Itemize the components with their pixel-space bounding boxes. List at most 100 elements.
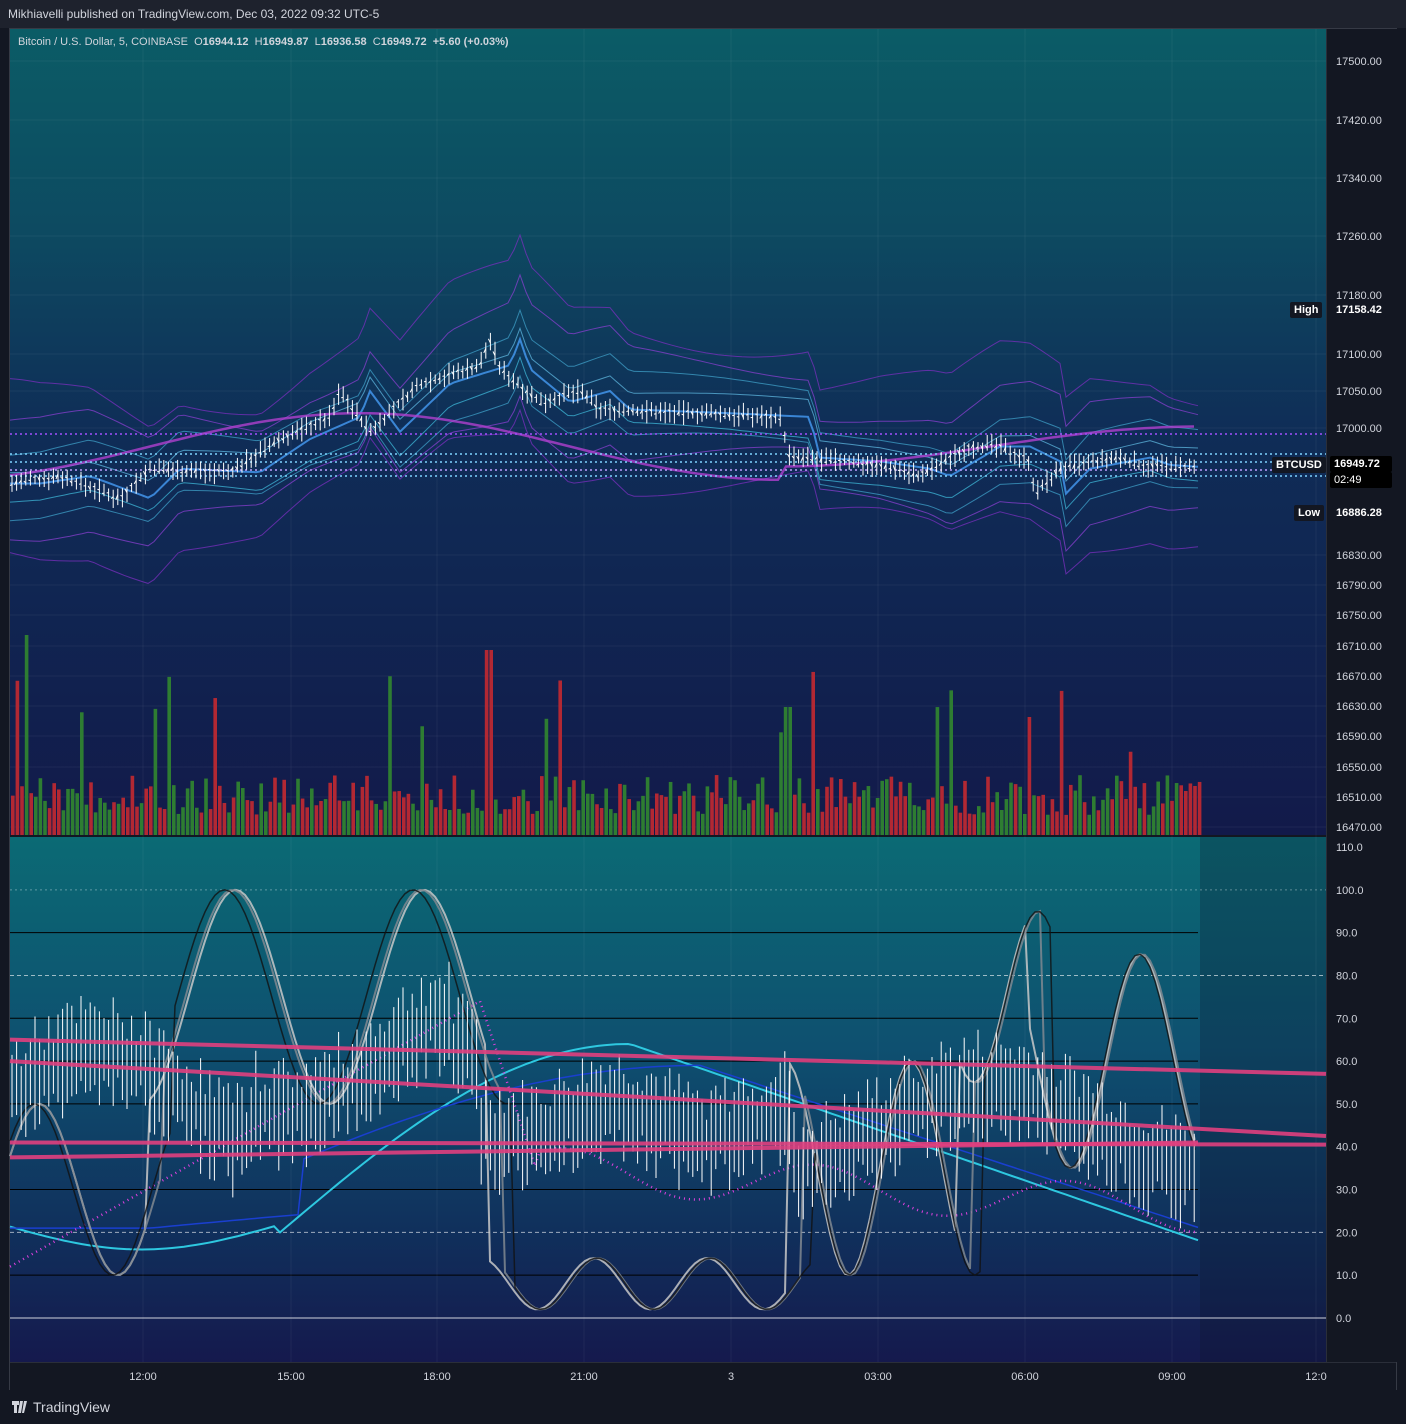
price-bar-open	[281, 437, 284, 441]
volume-bar	[264, 811, 268, 835]
osc-tick-label: 10.0	[1336, 1270, 1357, 1282]
volume-bar	[572, 780, 576, 835]
volume-bar	[618, 783, 622, 835]
price-bar-open	[552, 397, 556, 401]
price-scale[interactable]	[1326, 29, 1397, 1362]
price-bar-open	[759, 414, 763, 419]
volume-bar	[687, 783, 691, 835]
price-bar-open	[865, 460, 869, 466]
moving-average-band	[9, 374, 1199, 528]
osc-tick-label: 90.0	[1336, 928, 1357, 940]
time-scale[interactable]	[10, 1362, 1396, 1391]
price-bar-open	[23, 480, 27, 484]
volume-bar	[728, 777, 733, 835]
volume-bar	[11, 795, 15, 835]
volume-bar	[181, 807, 185, 835]
volume-bar	[1073, 790, 1078, 835]
volume-bar	[222, 802, 227, 835]
volume-bar	[664, 796, 668, 835]
price-bar-open	[515, 383, 519, 386]
volume-bar	[1101, 799, 1105, 835]
volume-bar	[1105, 788, 1110, 835]
tradingview-logo-icon	[12, 1401, 27, 1413]
volume-bar	[760, 777, 765, 835]
price-bar-open	[377, 421, 381, 425]
price-bar-open	[175, 470, 178, 472]
volume-bar	[820, 811, 825, 835]
volume-bar	[185, 788, 190, 835]
price-bar-open	[644, 410, 647, 413]
price-bar-open	[1108, 456, 1112, 461]
price-bar-open	[810, 458, 813, 462]
volume-bar	[747, 803, 751, 835]
volume-bar	[558, 680, 562, 835]
volume-bar	[383, 801, 388, 835]
price-bar-open	[497, 364, 500, 367]
volume-bar	[802, 803, 806, 835]
price-bar-open	[124, 488, 128, 494]
volume-bar	[544, 718, 549, 835]
price-bar-open	[1118, 457, 1122, 461]
volume-bar	[673, 813, 677, 835]
price-bar-open	[120, 494, 123, 497]
price-bar-open	[598, 407, 602, 410]
price-tick-label: 16670.00	[1336, 671, 1382, 683]
volume-bar	[503, 809, 507, 835]
volume-bar	[1013, 784, 1018, 835]
price-bar-open	[915, 474, 919, 478]
time-tick-label: 06:00	[1011, 1371, 1039, 1383]
price-bar-open	[626, 410, 629, 413]
volume-bar	[1004, 799, 1009, 835]
volume-bar	[282, 779, 286, 835]
price-bar-open	[704, 411, 708, 416]
volume-bar	[287, 812, 291, 835]
volume-bar	[420, 726, 424, 835]
volume-bar	[613, 813, 618, 835]
volume-bar	[668, 781, 673, 835]
price-bar-open	[170, 466, 174, 471]
price-bar-open	[842, 458, 845, 462]
volume-bar	[227, 812, 231, 835]
volume-bar	[1188, 783, 1193, 835]
last-price-label: 16949.72	[1330, 456, 1392, 472]
volume-bar	[351, 782, 355, 835]
volume-bar	[57, 789, 61, 835]
price-bar-open	[764, 413, 767, 416]
price-bar-open	[847, 459, 850, 462]
price-tick-label: 16710.00	[1336, 641, 1382, 653]
volume-bar	[369, 800, 374, 835]
osc-tick-label: 0.0	[1336, 1313, 1351, 1325]
volume-bar	[719, 797, 723, 835]
price-bar-open	[363, 426, 367, 430]
volume-bar	[567, 787, 572, 835]
price-bar-open	[382, 417, 386, 421]
time-tick-label: 15:00	[277, 1371, 305, 1383]
osc-teal-line	[9, 1042, 1199, 1251]
volume-bar	[517, 796, 521, 835]
volume-bar	[1174, 783, 1179, 835]
volume-bar	[112, 802, 116, 835]
price-bar-open	[285, 433, 289, 439]
price-bar-open	[1136, 465, 1140, 468]
price-bar-open	[690, 410, 694, 416]
price-bar-open	[607, 408, 611, 410]
volume-bar	[705, 786, 710, 835]
price-bar-open	[1095, 459, 1099, 464]
osc-stoch-k	[9, 888, 1196, 1311]
price-bar-open	[234, 466, 238, 470]
price-bar-open	[1072, 463, 1076, 470]
price-bar-open	[1063, 465, 1066, 468]
volume-bar	[93, 812, 98, 835]
price-bar-open	[405, 394, 409, 399]
price-bar-open	[294, 430, 298, 434]
volume-bar	[1124, 798, 1128, 835]
volume-bar	[273, 777, 277, 835]
price-bar-open	[198, 468, 201, 471]
price-bar-open	[966, 445, 969, 447]
price-bar-open	[570, 390, 574, 393]
high-label: High	[1290, 302, 1323, 318]
price-tick-label: 16550.00	[1336, 762, 1382, 774]
price-tick-label: 16750.00	[1336, 610, 1382, 622]
volume-bar	[576, 810, 581, 835]
volume-bar	[622, 784, 627, 835]
